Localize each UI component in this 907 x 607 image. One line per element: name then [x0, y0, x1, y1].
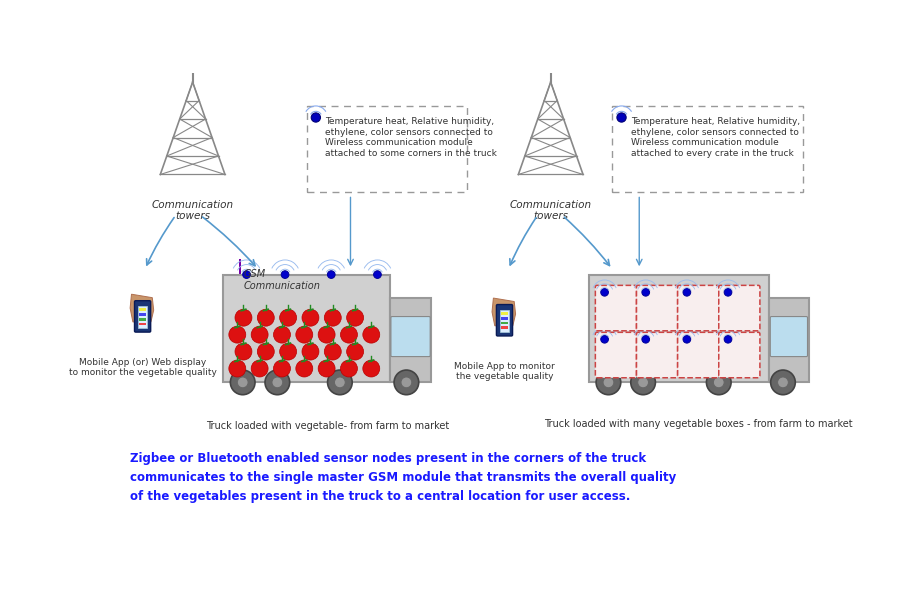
Text: GSM
Communication: GSM Communication	[243, 269, 320, 291]
FancyBboxPatch shape	[718, 285, 760, 331]
Circle shape	[318, 360, 335, 377]
Circle shape	[346, 343, 364, 360]
Polygon shape	[492, 298, 515, 326]
FancyBboxPatch shape	[391, 316, 430, 356]
Circle shape	[600, 336, 609, 343]
Circle shape	[603, 377, 614, 388]
Bar	[138, 306, 148, 328]
Circle shape	[279, 343, 297, 360]
Circle shape	[346, 309, 364, 326]
Circle shape	[251, 326, 268, 343]
Text: Mobile App (or) Web display
to monitor the vegetable quality: Mobile App (or) Web display to monitor t…	[69, 358, 217, 377]
Circle shape	[340, 326, 357, 343]
Bar	[139, 313, 146, 316]
Text: Communication
towers: Communication towers	[510, 200, 591, 222]
Circle shape	[707, 370, 731, 395]
Circle shape	[638, 377, 649, 388]
Circle shape	[302, 309, 319, 326]
Circle shape	[230, 370, 255, 395]
FancyBboxPatch shape	[595, 332, 637, 378]
Circle shape	[363, 360, 380, 377]
Text: Truck loaded with vegetable- from farm to market: Truck loaded with vegetable- from farm t…	[206, 421, 449, 431]
Bar	[239, 259, 241, 282]
Bar	[139, 323, 146, 325]
Circle shape	[296, 326, 313, 343]
Circle shape	[642, 336, 649, 343]
Circle shape	[274, 326, 290, 343]
Circle shape	[265, 370, 289, 395]
Circle shape	[617, 113, 626, 122]
FancyBboxPatch shape	[637, 332, 678, 378]
FancyBboxPatch shape	[595, 285, 637, 331]
Circle shape	[777, 377, 788, 388]
Circle shape	[274, 360, 290, 377]
Circle shape	[596, 370, 620, 395]
Bar	[501, 317, 508, 319]
Circle shape	[630, 370, 656, 395]
Bar	[501, 312, 508, 314]
Circle shape	[243, 271, 250, 279]
Text: Zigbee or Bluetooth enabled sensor nodes present in the corners of the truck
com: Zigbee or Bluetooth enabled sensor nodes…	[130, 452, 676, 503]
Circle shape	[600, 288, 609, 296]
Circle shape	[238, 377, 249, 388]
Circle shape	[374, 271, 381, 279]
FancyBboxPatch shape	[718, 332, 760, 378]
FancyBboxPatch shape	[637, 285, 678, 331]
Circle shape	[229, 326, 246, 343]
Circle shape	[325, 309, 341, 326]
Polygon shape	[130, 294, 153, 322]
Circle shape	[335, 377, 346, 388]
Circle shape	[683, 336, 691, 343]
Circle shape	[401, 377, 412, 388]
Circle shape	[318, 326, 335, 343]
FancyBboxPatch shape	[770, 316, 807, 356]
Bar	[769, 298, 809, 382]
Circle shape	[279, 309, 297, 326]
Bar	[223, 274, 390, 382]
Bar	[501, 327, 508, 329]
Circle shape	[272, 377, 283, 388]
Text: Temperature heat, Relative humidity,
ethylene, color sensors connected to
Wirele: Temperature heat, Relative humidity, eth…	[630, 118, 800, 158]
Bar	[501, 322, 508, 324]
Bar	[390, 298, 432, 382]
Bar	[500, 310, 510, 332]
FancyBboxPatch shape	[134, 300, 151, 332]
Circle shape	[363, 326, 380, 343]
Text: Temperature heat, Relative humidity,
ethylene, color sensors connected to
Wirele: Temperature heat, Relative humidity, eth…	[325, 118, 497, 158]
Circle shape	[235, 343, 252, 360]
Circle shape	[771, 370, 795, 395]
Circle shape	[724, 336, 732, 343]
Circle shape	[302, 343, 319, 360]
Circle shape	[642, 288, 649, 296]
Circle shape	[296, 360, 313, 377]
Text: Communication
towers: Communication towers	[151, 200, 234, 222]
Circle shape	[714, 377, 724, 388]
Circle shape	[325, 343, 341, 360]
Circle shape	[683, 288, 691, 296]
Circle shape	[311, 113, 320, 122]
Circle shape	[251, 360, 268, 377]
Bar	[139, 318, 146, 320]
FancyBboxPatch shape	[496, 305, 512, 336]
Circle shape	[258, 309, 274, 326]
Text: Mobile App to monitor
the vegetable quality: Mobile App to monitor the vegetable qual…	[454, 362, 555, 381]
Circle shape	[229, 360, 246, 377]
Circle shape	[340, 360, 357, 377]
Text: Truck loaded with many vegetable boxes - from farm to market: Truck loaded with many vegetable boxes -…	[544, 419, 853, 429]
Circle shape	[258, 343, 274, 360]
Circle shape	[281, 271, 289, 279]
FancyBboxPatch shape	[678, 332, 718, 378]
Circle shape	[394, 370, 419, 395]
FancyBboxPatch shape	[678, 285, 718, 331]
Circle shape	[327, 271, 335, 279]
Bar	[590, 274, 769, 382]
Circle shape	[235, 309, 252, 326]
Circle shape	[724, 288, 732, 296]
Circle shape	[327, 370, 352, 395]
Bar	[139, 308, 146, 311]
